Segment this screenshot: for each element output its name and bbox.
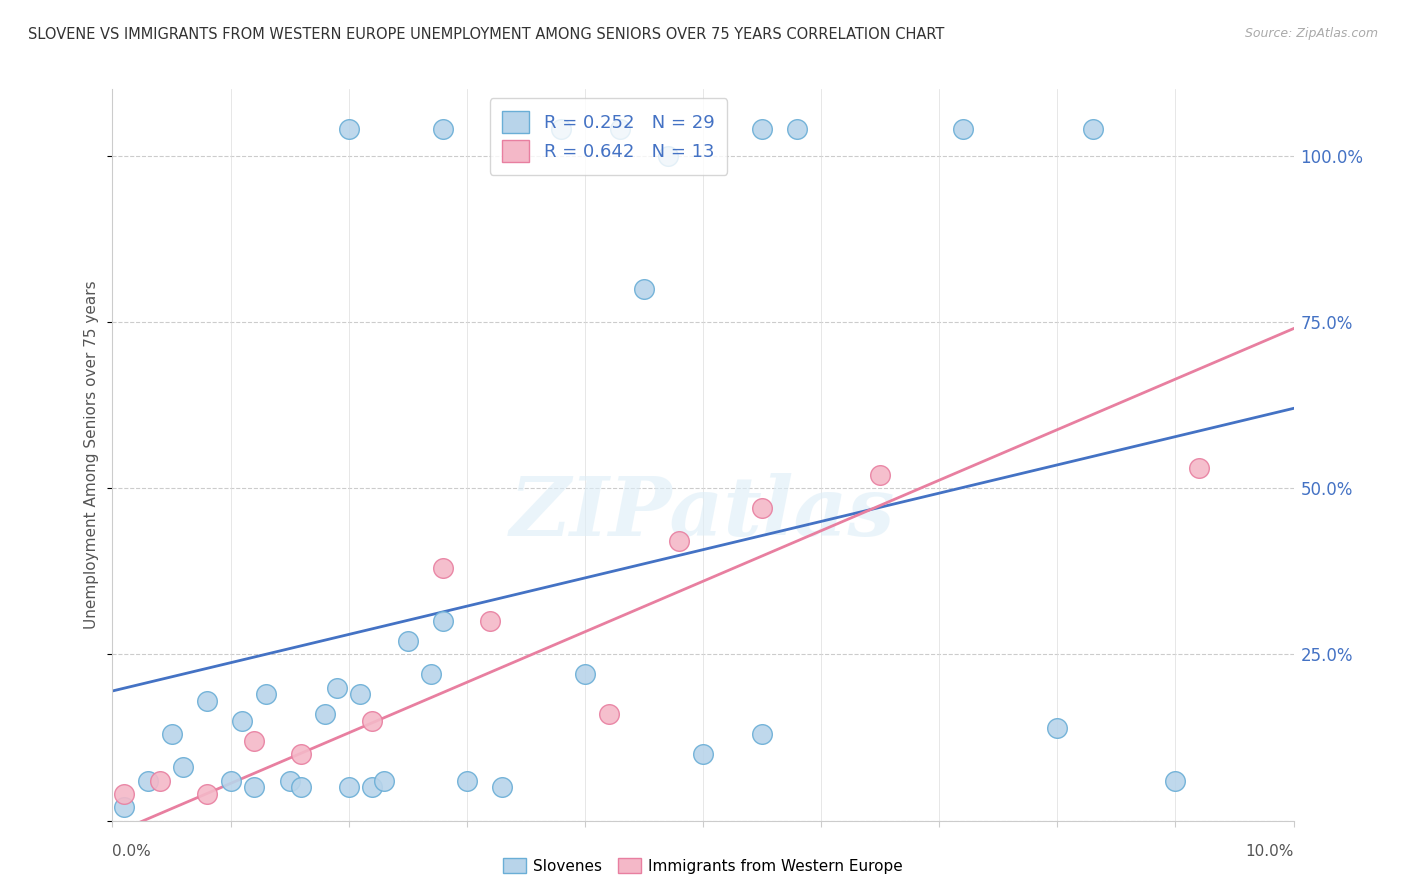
Point [243,734,266,748]
Point [195,694,218,708]
Text: Source: ZipAtlas.com: Source: ZipAtlas.com [1244,27,1378,40]
Point [432,614,454,628]
Y-axis label: Unemployment Among Seniors over 75 years: Unemployment Among Seniors over 75 years [84,281,100,629]
Point [149,773,172,788]
Point [1164,773,1187,788]
Point [432,122,454,136]
Point [112,800,135,814]
Point [869,467,891,482]
Point [668,534,690,549]
Point [361,714,384,728]
Point [278,773,301,788]
Point [657,149,679,163]
Point [786,122,808,136]
Point [337,122,360,136]
Point [195,787,218,801]
Point [1081,122,1104,136]
Legend: Slovenes, Immigrants from Western Europe: Slovenes, Immigrants from Western Europe [496,852,910,880]
Point [598,707,620,722]
Point [550,122,572,136]
Point [751,727,773,741]
Text: ZIPatlas: ZIPatlas [510,474,896,553]
Point [692,747,714,761]
Text: SLOVENE VS IMMIGRANTS FROM WESTERN EUROPE UNEMPLOYMENT AMONG SENIORS OVER 75 YEA: SLOVENE VS IMMIGRANTS FROM WESTERN EUROP… [28,27,945,42]
Point [456,773,478,788]
Text: 0.0%: 0.0% [112,845,152,859]
Point [420,667,443,681]
Point [952,122,974,136]
Point [1046,721,1069,735]
Point [479,614,502,628]
Point [574,667,596,681]
Point [290,780,312,795]
Text: 10.0%: 10.0% [1246,845,1294,859]
Point [337,780,360,795]
Point [136,773,159,788]
Point [751,501,773,516]
Point [254,687,277,701]
Point [243,780,266,795]
Point [326,681,349,695]
Point [396,634,419,648]
Point [219,773,242,788]
Point [349,687,371,701]
Point [373,773,395,788]
Point [361,780,384,795]
Point [1188,461,1211,475]
Point [633,282,655,296]
Point [432,561,454,575]
Point [160,727,183,741]
Point [290,747,312,761]
Point [491,780,513,795]
Point [112,787,135,801]
Legend: R = 0.252   N = 29, R = 0.642   N = 13: R = 0.252 N = 29, R = 0.642 N = 13 [489,98,727,175]
Point [751,122,773,136]
Point [314,707,336,722]
Point [231,714,253,728]
Point [172,760,194,774]
Point [609,122,631,136]
